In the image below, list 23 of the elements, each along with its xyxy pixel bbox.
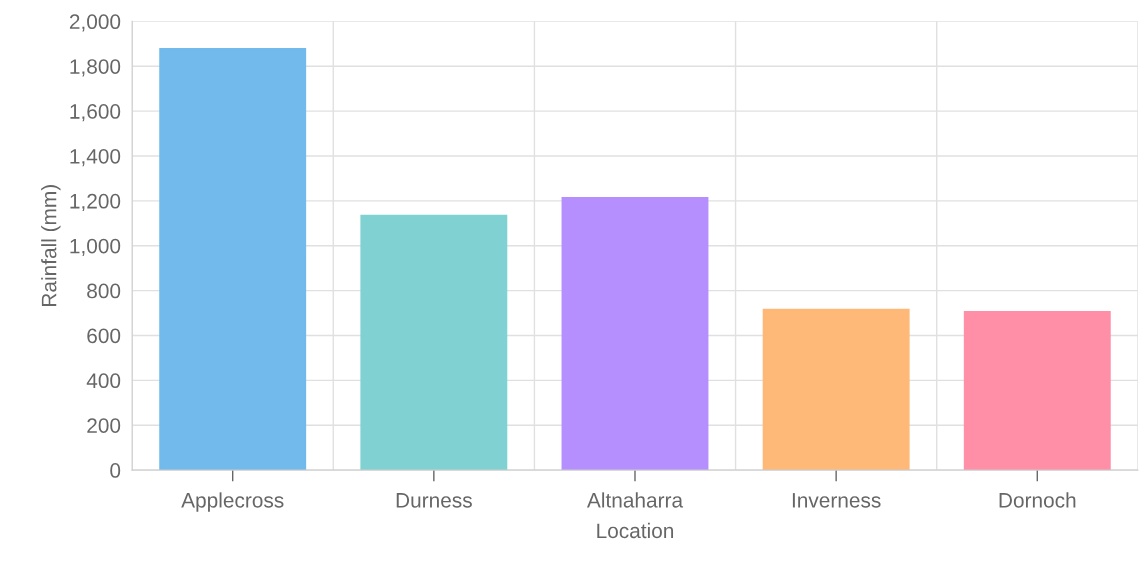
bar xyxy=(762,308,910,471)
x-tick-label: Durness xyxy=(396,493,472,508)
y-tick-label: 1,600 xyxy=(70,104,121,122)
x-tick-label: Dornoch xyxy=(999,492,1076,508)
bar xyxy=(159,48,307,471)
bar xyxy=(360,214,508,471)
y-tick-label: 0 xyxy=(110,463,121,478)
y-tick-label: 1,200 xyxy=(70,193,121,212)
y-tick-label: 800 xyxy=(87,283,121,299)
y-tick-label: 1,400 xyxy=(70,148,121,167)
bar xyxy=(963,311,1111,471)
x-axis-title: Location xyxy=(597,522,674,539)
y-tick-label: 1,000 xyxy=(70,238,121,256)
x-tick-label: Altnaharra xyxy=(586,492,684,508)
y-tick-label: 600 xyxy=(87,328,121,344)
x-tick-label: Inverness xyxy=(792,493,881,508)
y-axis-title: Rainfall (mm) xyxy=(41,185,61,306)
y-tick-label: 200 xyxy=(87,418,121,433)
y-tick-label: 1,800 xyxy=(70,59,121,77)
y-tick-label: 400 xyxy=(86,373,121,389)
y-tick-label: 2,000 xyxy=(69,14,121,32)
bar xyxy=(561,196,709,471)
x-tick-label: Applecross xyxy=(181,492,284,512)
